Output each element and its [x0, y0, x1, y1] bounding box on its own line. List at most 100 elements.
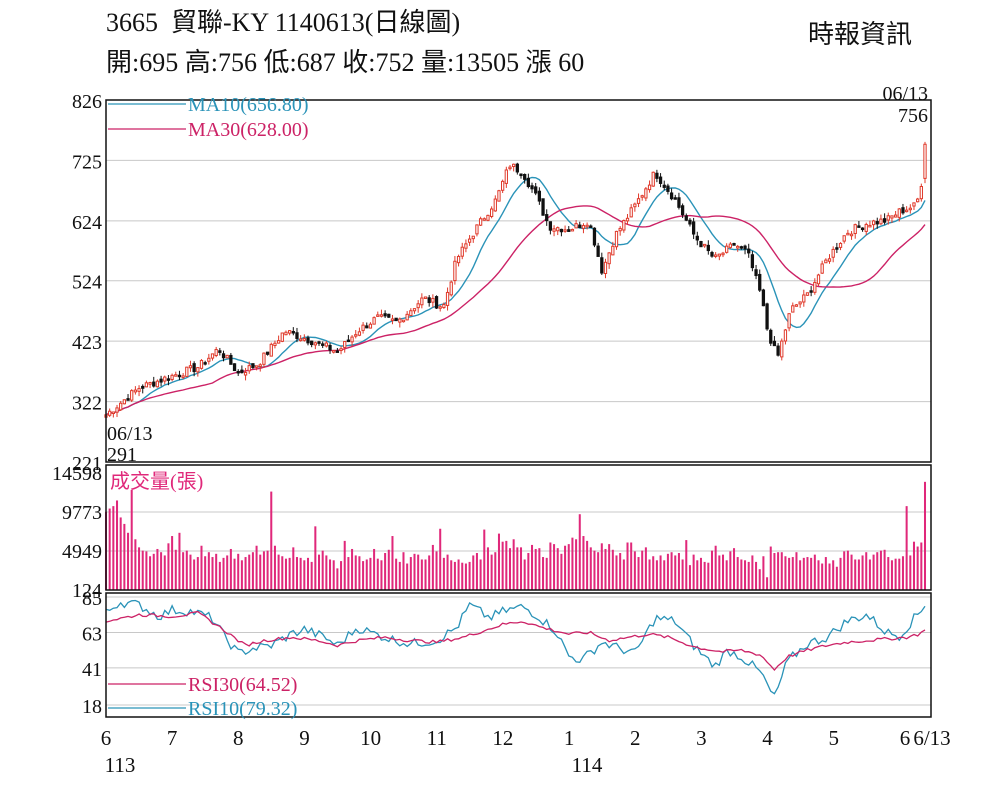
candle-body: [280, 332, 284, 342]
volume-bar: [791, 557, 794, 590]
volume-bar: [376, 558, 379, 590]
price-tick-label: 725: [72, 151, 102, 173]
volume-bar: [641, 550, 644, 590]
volume-bar: [424, 559, 427, 590]
volume-bar: [685, 540, 688, 590]
volume-bar: [270, 491, 273, 590]
candle-body: [501, 180, 505, 191]
candle-body: [515, 163, 519, 173]
volume-bar: [703, 561, 706, 590]
volume-bar: [409, 557, 412, 590]
rsi-tick-label: 41: [82, 659, 102, 681]
stock-code: 3665: [106, 8, 158, 37]
candle-body: [688, 219, 692, 225]
candle-body: [868, 224, 872, 228]
candle-body: [596, 245, 600, 257]
volume-bar: [145, 551, 148, 590]
volume-bar: [340, 561, 343, 590]
candle-body: [901, 207, 905, 214]
candle-body: [119, 402, 123, 411]
volume-bar: [233, 558, 236, 590]
volume-bar: [556, 548, 559, 590]
candle-body: [372, 317, 376, 325]
volume-bar: [306, 557, 310, 590]
candle-body: [607, 252, 611, 265]
volume-bar: [475, 553, 478, 590]
candle-body: [405, 313, 409, 321]
volume-bar: [457, 559, 460, 590]
chart-labels: 8267256245244233222211459897734949124856…: [52, 83, 951, 777]
candle-body: [115, 407, 119, 413]
volume-bar: [259, 554, 262, 590]
volume-bar: [398, 561, 401, 590]
candle-body: [449, 281, 453, 296]
volume-panel-title: 成交量(張): [110, 470, 203, 493]
volume-bar: [354, 555, 357, 590]
x-month-label: 12: [492, 726, 513, 750]
candle-body: [438, 306, 442, 309]
volume-tick-label: 4949: [62, 541, 102, 563]
candle-body: [655, 172, 659, 179]
candle-body: [166, 378, 171, 381]
grid-layer: [106, 99, 931, 706]
volume-bar: [652, 556, 655, 590]
volume-bar: [688, 565, 691, 590]
volume-bar: [138, 547, 141, 590]
x-month-label: 1: [564, 726, 575, 750]
candle-body: [640, 195, 644, 198]
rsi-tick-label: 85: [82, 588, 102, 610]
candle-body: [434, 296, 439, 309]
volume-bar: [501, 541, 504, 590]
volume-bar: [508, 548, 512, 590]
candle-body: [218, 350, 222, 353]
volume-bar: [329, 559, 332, 590]
volume-bar: [277, 554, 280, 590]
stock-title: 3665 貿聯-KY 1140613(日線圖): [106, 8, 460, 38]
x-month-label: 6: [900, 726, 911, 750]
candle-body: [890, 215, 894, 219]
candle-body: [313, 342, 317, 346]
candle-body: [857, 225, 861, 228]
candle-body: [365, 325, 369, 329]
candle-body: [530, 185, 534, 190]
volume-value: 13505: [454, 48, 520, 77]
volume-bar: [171, 536, 174, 590]
volume-label: 量:: [420, 48, 455, 77]
volume-bar: [222, 557, 225, 590]
volume-bar: [237, 553, 240, 590]
candle-body: [247, 365, 251, 372]
candle-body: [791, 305, 795, 313]
rsi10-line: [105, 599, 926, 695]
candle-body: [497, 190, 501, 202]
volume-bar: [178, 532, 181, 590]
volume-bar: [384, 553, 387, 590]
volume-bar: [622, 559, 625, 590]
volume-bar: [755, 561, 758, 590]
candle-body: [658, 176, 663, 184]
volume-bar: [167, 543, 170, 590]
price-panel-frame: [105, 99, 932, 463]
candle-body: [677, 197, 681, 208]
high-value: 756: [217, 48, 257, 77]
volume-bar: [351, 548, 354, 590]
candle-body: [537, 190, 542, 202]
volume-bar: [868, 559, 871, 590]
candle-body: [350, 336, 354, 343]
volume-bar: [325, 555, 328, 590]
volume-bar: [288, 557, 291, 590]
volume-bars: [104, 481, 927, 590]
candle-body: [838, 242, 843, 248]
ma30-line: [105, 205, 926, 416]
candle-body: [471, 235, 475, 240]
volume-bar: [538, 548, 541, 590]
volume-bar: [824, 557, 827, 590]
volume-bar: [314, 526, 317, 590]
candle-body: [152, 381, 156, 387]
candle-body: [699, 241, 703, 248]
volume-bar: [273, 545, 276, 590]
volume-bar: [402, 552, 405, 590]
candle-body: [196, 367, 200, 373]
data-source: 時報資訊: [808, 20, 913, 49]
volume-bar: [516, 547, 519, 590]
volume-bar: [582, 536, 585, 590]
